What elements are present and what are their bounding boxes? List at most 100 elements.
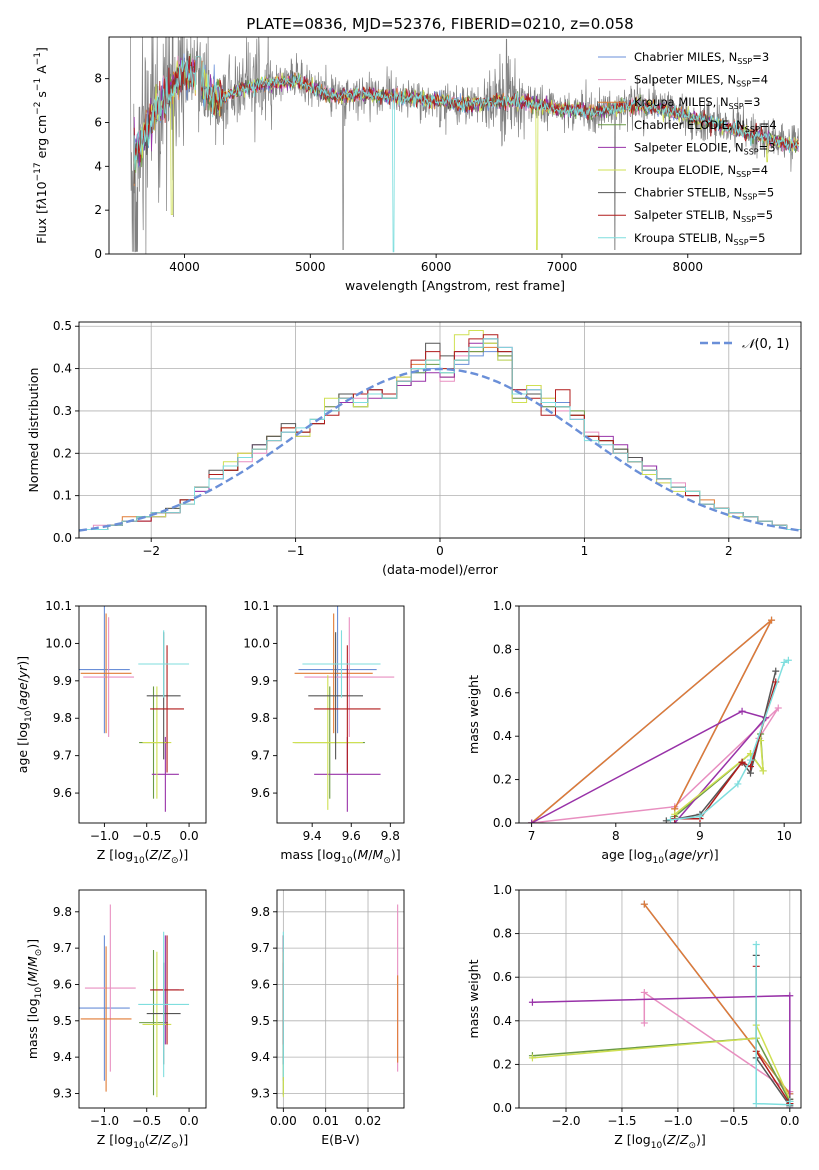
weight-marker: [752, 1100, 760, 1108]
weight-marker: [662, 817, 670, 823]
y-tick-label: 9.8: [251, 711, 270, 725]
weight-marker: [734, 780, 742, 788]
age-vs-metallicity-panel: −1.0 −0.5 0.0 9.6 9.7 9.8 9.9 10.0 10.1 Z [log10(…: [15, 599, 207, 866]
x-axis-label: mass [log10(M/M⊙)]: [280, 847, 400, 866]
x-tick-label: −1.0: [663, 1114, 692, 1128]
weight-line: [674, 740, 765, 815]
weight-line: [532, 1024, 791, 1100]
x-tick-label: 7000: [547, 260, 578, 274]
weight-line: [643, 903, 791, 1095]
y-tick-label: 9.3: [53, 1086, 72, 1100]
weight-marker: [640, 900, 648, 908]
y-tick-label: 9.6: [251, 786, 270, 800]
x-tick-label: 9.8: [381, 829, 400, 843]
x-tick-label: 4000: [169, 260, 200, 274]
y-tick-label: 9.8: [251, 905, 270, 919]
y-tick-label: 9.7: [251, 749, 270, 763]
model-spectrum-line: [133, 56, 799, 253]
x-tick-label: 0.0: [180, 1114, 199, 1128]
x-tick-label: 5000: [295, 260, 326, 274]
y-tick-label: 0: [94, 247, 102, 261]
x-axis-label: (data-model)/error: [382, 562, 499, 577]
y-axis-label: Flux [fλ10−17 erg cm−2 s−1 A−1]: [33, 47, 49, 244]
y-tick-label: 9.6: [53, 786, 72, 800]
y-tick-label: 10.0: [243, 636, 270, 650]
legend-entry-label: Salpeter ELODIE, NSSP=3: [634, 140, 776, 156]
x-tick-label: 9.6: [342, 829, 361, 843]
y-tick-label: 0.4: [493, 1014, 512, 1028]
y-tick-label: 9.7: [53, 749, 72, 763]
x-tick-label: −1.0: [90, 1114, 119, 1128]
y-tick-label: 9.8: [53, 905, 72, 919]
gaussian-curve: [79, 367, 801, 532]
axes-frame: [276, 889, 405, 1109]
x-axis-label: Z [log10(Z/Z⊙)]: [97, 1132, 189, 1151]
y-tick-label: 6: [94, 115, 102, 129]
x-axis-label: Z [log10(Z/Z⊙)]: [614, 1132, 706, 1151]
histogram-lines: [79, 330, 801, 532]
y-tick-label: 0.4: [493, 729, 512, 743]
x-tick-label: 0.02: [355, 1114, 382, 1128]
x-tick-label: 10: [777, 829, 792, 843]
legend-entry-label: Salpeter STELIB, NSSP=5: [634, 208, 773, 224]
weight-marker: [738, 758, 746, 766]
axes-frame: [276, 605, 405, 824]
x-tick-label: −1.0: [90, 829, 119, 843]
spectrum-lines: [130, 37, 799, 254]
model-spectrum-line: [133, 53, 799, 173]
weight-marker: [746, 756, 754, 764]
y-tick-label: 1.0: [493, 883, 512, 897]
x-axis-label: wavelength [Angstrom, rest frame]: [345, 278, 565, 293]
weight-marker: [759, 767, 767, 775]
y-tick-label: 0.0: [53, 531, 72, 545]
y-tick-label: 8: [94, 72, 102, 86]
weight-marker: [640, 1019, 648, 1027]
x-tick-label: 9.4: [303, 829, 322, 843]
weight-line: [755, 955, 791, 1108]
weight-marker: [786, 1097, 794, 1105]
weight-marker: [784, 656, 792, 664]
spectrum-panel: 4000 5000 6000 7000 8000 0 2 4 6 8 wavelength [Ang…: [33, 36, 802, 293]
y-tick-label: 9.3: [251, 1086, 270, 1100]
y-tick-label: 0.3: [53, 404, 72, 418]
y-tick-label: 4: [94, 159, 102, 173]
legend-entry-label: Kroupa STELIB, NSSP=5: [634, 231, 765, 247]
weight-line: [531, 707, 779, 823]
weight-marker: [640, 988, 648, 996]
x-tick-label: 8000: [672, 260, 703, 274]
x-tick-label: 0: [436, 544, 444, 558]
x-tick-label: −2.0: [551, 1114, 580, 1128]
x-tick-label: −1: [287, 544, 305, 558]
errorbar-group: [292, 606, 395, 812]
legend-entry-label: Kroupa ELODIE, NSSP=4: [634, 163, 768, 179]
y-axis-label: mass weight: [466, 675, 481, 754]
weight-marker: [528, 819, 536, 823]
legend-entry-label: Chabrier MILES, NSSP=3: [634, 50, 769, 66]
x-axis-label: Z [log10(Z/Z⊙)]: [97, 847, 189, 866]
x-tick-label: −0.5: [132, 1114, 161, 1128]
y-tick-label: 0.2: [493, 1057, 512, 1071]
y-tick-label: 9.9: [251, 674, 270, 688]
y-tick-label: 10.1: [45, 599, 72, 613]
y-tick-label: 9.4: [251, 1050, 270, 1064]
x-tick-label: 0.00: [270, 1114, 297, 1128]
weight-marker: [528, 998, 536, 1006]
axes-frame: [518, 889, 802, 1109]
weight-marker: [772, 667, 780, 675]
histogram-step: [79, 338, 801, 530]
y-tick-label: 2: [94, 203, 102, 217]
errorbar-group: [79, 606, 190, 812]
weight-marker: [667, 816, 675, 823]
y-tick-label: 1.0: [493, 599, 512, 613]
y-tick-label: 0.6: [493, 686, 512, 700]
weight-line: [532, 994, 791, 1108]
y-axis-label: mass [log10(M/M⊙)]: [25, 939, 44, 1059]
weight-line: [531, 710, 767, 823]
y-tick-label: 9.7: [251, 941, 270, 955]
y-axis-label: Normed distribution: [26, 368, 41, 493]
legend-entry-label: 𝒩(0, 1): [742, 337, 789, 352]
y-tick-label: 0.6: [493, 970, 512, 984]
y-tick-label: 9.7: [53, 941, 72, 955]
legend-entry-label: Kroupa MILES, NSSP=3: [634, 95, 760, 111]
